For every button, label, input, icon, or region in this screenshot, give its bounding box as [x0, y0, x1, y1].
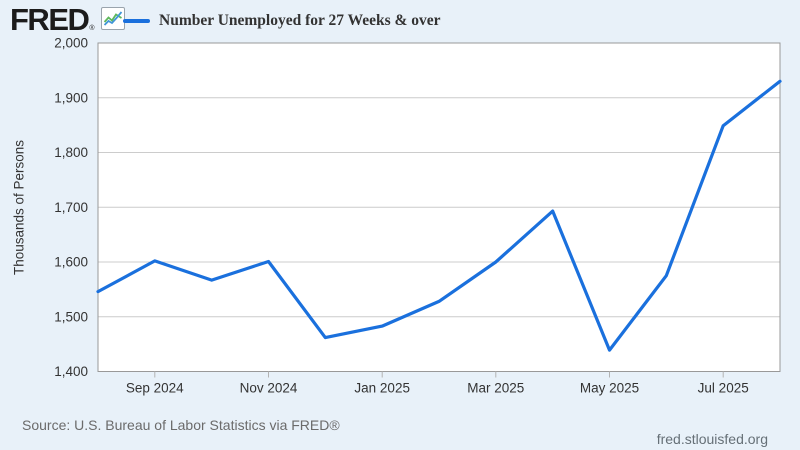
y-tick-label: 1,600 [54, 255, 88, 270]
fred-logo-chart-icon [100, 7, 125, 30]
plot-border [97, 42, 781, 372]
data-series-line [96, 79, 782, 352]
logo-icon-blue-line [103, 11, 122, 26]
x-tick-label: May 2025 [580, 381, 639, 396]
fred-logo[interactable]: FRED ® [10, 4, 125, 35]
y-tick-label: 1,700 [54, 200, 88, 215]
fred-site-link[interactable]: fred.stlouisfed.org [656, 431, 768, 447]
registered-trademark-symbol: ® [89, 25, 95, 32]
x-tick-label: Mar 2025 [467, 381, 524, 396]
chart-legend: Number Unemployed for 27 Weeks & over [123, 12, 441, 30]
x-tick-label: Sep 2024 [126, 381, 184, 396]
source-attribution: Source: U.S. Bureau of Labor Statistics … [22, 417, 340, 433]
y-tick-label: 2,000 [54, 36, 88, 51]
y-tick-label: 1,900 [54, 90, 88, 105]
x-tick-label: Jul 2025 [698, 381, 749, 396]
x-tick-label: Jan 2025 [354, 381, 410, 396]
x-tick-label: Nov 2024 [240, 381, 298, 396]
y-tick-label: 1,400 [54, 364, 88, 379]
legend-line-swatch [123, 19, 150, 23]
legend-series-label: Number Unemployed for 27 Weeks & over [159, 12, 441, 29]
fred-logo-text: FRED [10, 2, 90, 37]
y-tick-label: 1,500 [54, 309, 88, 324]
y-tick-label: 1,800 [54, 145, 88, 160]
